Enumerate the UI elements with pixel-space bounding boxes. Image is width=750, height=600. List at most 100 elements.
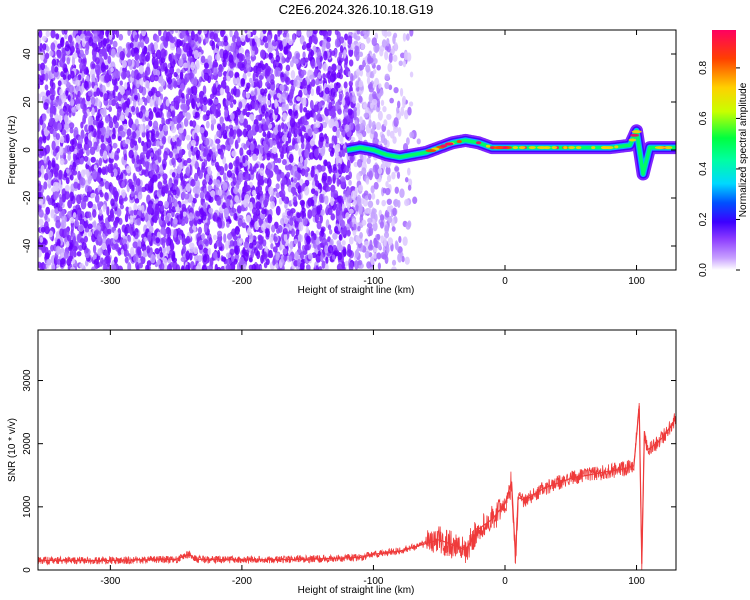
spectrogram-noise-point [287, 145, 293, 151]
spectrogram-noise-point [268, 41, 272, 50]
spectrogram-noise-point [326, 161, 332, 169]
spectrogram-noise-point [148, 90, 154, 97]
spectrogram-noise-point [253, 101, 259, 111]
spectrogram-noise-point [108, 93, 114, 101]
spectrogram-noise-point [50, 31, 56, 38]
spectrogram-noise-point [388, 52, 393, 63]
spectrogram-noise-point [376, 64, 381, 71]
spectrogram-noise-point [293, 196, 297, 203]
spectrogram-noise-point [70, 216, 75, 224]
spectrogram-noise-point [92, 209, 97, 218]
spectrogram-noise-point [207, 247, 212, 256]
spectrogram-noise-point [202, 104, 207, 113]
spectrogram-noise-point [311, 167, 315, 177]
spectrogram-noise-point [103, 93, 109, 102]
spectrogram-noise-point [358, 95, 363, 103]
spectrogram-noise-point [231, 150, 237, 158]
spectrogram-noise-point [159, 251, 164, 258]
spectrogram-noise-point [110, 48, 116, 58]
spectrogram-noise-point [258, 74, 264, 81]
spectrogram-noise-point [64, 184, 70, 192]
spectrogram-noise-point [374, 44, 380, 53]
spectrogram-noise-point [348, 208, 354, 214]
spectrogram-noise-point [199, 127, 205, 134]
spectrogram-noise-point [175, 264, 181, 270]
spectrogram-noise-point [87, 133, 92, 140]
spectrogram-noise-point [238, 172, 244, 183]
spectrogram-noise-point [185, 134, 191, 141]
colorbar-tick-label: 0.4 [698, 162, 709, 176]
spectrogram-noise-point [281, 55, 285, 64]
spectrogram-noise-point [336, 240, 342, 246]
spectrogram-noise-point [372, 68, 377, 75]
spectrogram-noise-point [380, 252, 386, 260]
spectrogram-noise-point [337, 162, 341, 169]
spectrogram-noise-point [49, 50, 54, 57]
spectrogram-noise-point [119, 86, 125, 96]
spectrogram-noise-point [201, 211, 207, 221]
spectrogram-noise-point [160, 226, 166, 235]
spectrogram-noise-point [136, 92, 141, 103]
spectrogram-noise-point [348, 121, 354, 131]
spectrogram-noise-point [368, 118, 372, 129]
colorbar-label: Normalized spectral amplitude [738, 82, 749, 217]
spectrogram-noise-point [192, 155, 196, 165]
spectrogram-noise-point [80, 199, 87, 210]
spectrogram-noise-point [49, 94, 55, 101]
spectrogram-noise-point [185, 183, 191, 193]
spectrogram-noise-point [150, 44, 155, 54]
spectrogram-hot-spot [628, 138, 637, 142]
spectrogram-noise-point [245, 62, 252, 72]
spectrogram-noise-point [134, 198, 140, 204]
spectrogram-noise-point [120, 130, 126, 138]
spectrogram-noise-point [155, 140, 161, 147]
spectrogram-noise-point [239, 114, 245, 124]
spectrogram-noise-point [357, 158, 363, 168]
spectrogram-noise-point [282, 112, 288, 121]
spectrogram-noise-point [320, 165, 326, 172]
spectrogram-noise-point [370, 127, 375, 135]
spectrogram-noise-point [96, 175, 101, 183]
spectrogram-noise-point [234, 245, 240, 256]
spectrogram-noise-point [176, 166, 182, 175]
spectrogram-noise-point [353, 49, 358, 58]
spectrogram-noise-point [250, 219, 255, 226]
spectrogram-noise-point [121, 102, 127, 111]
spectrogram-noise-point [43, 181, 48, 190]
spectrogram-noise-point [282, 248, 288, 255]
x-tick-label: -300 [100, 576, 120, 587]
spectrogram-noise-point [178, 127, 184, 134]
spectrogram-noise-point [199, 95, 204, 105]
spectrogram-noise-point [207, 212, 211, 221]
spectrogram-noise-point [208, 99, 213, 105]
spectrogram-noise-point [401, 255, 405, 263]
spectrogram-noise-point [65, 241, 70, 248]
spectrogram-noise-point [139, 98, 144, 106]
spectrogram-noise-point [203, 224, 208, 233]
spectrogram-noise-point [275, 192, 280, 199]
spectrogram-noise-point [339, 45, 344, 53]
spectrogram-noise-point [299, 35, 305, 45]
spectrogram-noise-point [207, 166, 212, 175]
spectrogram-noise-point [67, 74, 72, 81]
spectrogram-noise-point [288, 38, 293, 46]
spectrogram-noise-point [392, 54, 398, 62]
spectrogram-noise-point [154, 248, 160, 255]
spectrogram-noise-point [373, 237, 377, 246]
spectrogram-noise-point [121, 238, 128, 245]
spectrogram-noise-point [272, 140, 277, 146]
spectrogram-noise-point [90, 96, 96, 106]
spectrogram-noise-point [126, 97, 131, 106]
spectrogram-noise-point [357, 132, 363, 141]
spectrogram-noise-point [112, 264, 117, 270]
spectrogram-noise-point [327, 175, 333, 186]
spectrogram-noise-point [400, 106, 405, 117]
spectrogram-noise-point [302, 97, 307, 107]
spectrogram-noise-point [405, 137, 410, 145]
spectrogram-noise-point [345, 91, 350, 98]
y-tick-label: 20 [22, 96, 33, 108]
spectrogram-noise-point [88, 125, 92, 134]
spectrogram-noise-point [202, 202, 207, 212]
spectrogram-noise-point [303, 107, 308, 113]
spectrogram-noise-point [306, 264, 311, 270]
